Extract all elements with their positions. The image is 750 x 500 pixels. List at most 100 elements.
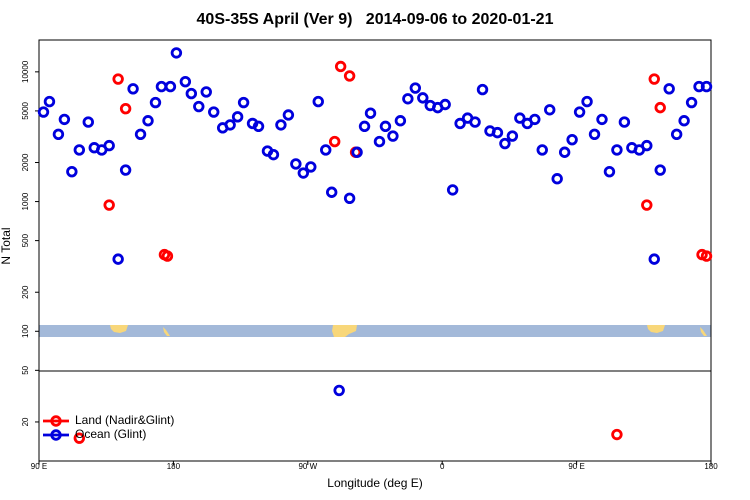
point (82, 116, 94, 128)
point (200, 86, 212, 98)
point (185, 87, 198, 100)
point (394, 115, 407, 127)
point (514, 112, 526, 124)
point (529, 113, 541, 126)
land-blob (110, 325, 128, 333)
point (551, 173, 563, 185)
point (603, 165, 616, 178)
point (179, 75, 192, 88)
land-blob (332, 325, 357, 337)
point (611, 428, 623, 441)
y-tick-label: 5000 (21, 101, 30, 119)
point (237, 96, 250, 109)
point (454, 117, 466, 130)
point (231, 111, 244, 123)
ocean-strip (39, 325, 711, 337)
point (112, 253, 124, 265)
point (343, 70, 356, 82)
point (208, 106, 220, 118)
point (119, 102, 132, 115)
point (596, 113, 608, 126)
point (297, 167, 310, 179)
point (648, 73, 660, 85)
point (66, 165, 78, 178)
point (379, 120, 392, 133)
point (618, 116, 631, 128)
point (103, 139, 115, 152)
point (333, 384, 345, 397)
map-strip (39, 325, 711, 337)
point (641, 139, 653, 152)
point (446, 184, 459, 196)
point (127, 83, 139, 95)
point (685, 96, 698, 109)
point (73, 144, 86, 156)
point (641, 199, 653, 211)
point (43, 95, 56, 108)
point (358, 120, 371, 133)
point (252, 120, 265, 133)
land-blob (163, 327, 170, 336)
x-axis-label: Longitude (deg E) (327, 476, 422, 490)
x-tick-label: 90 W (298, 462, 317, 471)
point (402, 93, 414, 105)
point (573, 106, 586, 118)
point (170, 47, 183, 59)
point (325, 186, 338, 198)
point (417, 92, 429, 104)
y-tick-label: 50 (21, 365, 30, 374)
x-tick-label: 180 (704, 462, 718, 471)
legend-label: Land (Nadir&Glint) (75, 413, 174, 427)
point (439, 98, 451, 111)
y-tick-label: 10000 (21, 60, 30, 83)
point (491, 126, 504, 139)
point (544, 104, 556, 116)
x-tick-label: 0 (440, 462, 445, 471)
point (611, 144, 623, 156)
y-tick-label: 1000 (21, 192, 30, 210)
plot-frame (38, 39, 712, 462)
point (37, 106, 50, 118)
land-blob (647, 325, 665, 333)
land-blob (700, 327, 707, 336)
legend-marker (50, 429, 62, 441)
point (558, 146, 571, 158)
point (409, 82, 422, 94)
point (364, 107, 377, 119)
legend-marker (50, 415, 62, 427)
y-tick-label: 20 (21, 417, 30, 426)
point (134, 128, 147, 141)
legend-label: Ocean (Glint) (75, 427, 146, 441)
point (351, 146, 363, 158)
point (73, 432, 86, 444)
point (566, 133, 578, 146)
y-tick-label: 500 (21, 233, 30, 247)
point (588, 128, 601, 141)
point (476, 83, 489, 96)
point (290, 158, 302, 170)
point (103, 199, 115, 211)
point (193, 100, 205, 113)
point (654, 164, 666, 176)
point (161, 250, 174, 262)
y-tick-label: 2000 (21, 153, 30, 171)
point (334, 60, 347, 73)
point (581, 95, 593, 108)
point (663, 83, 675, 95)
point (312, 95, 324, 108)
point (112, 73, 124, 85)
point (155, 80, 168, 93)
point (506, 130, 519, 142)
x-tick-label: 180 (167, 462, 181, 471)
point (142, 115, 154, 127)
point (700, 80, 713, 93)
point (52, 128, 65, 141)
point (320, 144, 332, 156)
point (387, 130, 399, 142)
point (328, 135, 341, 148)
point (373, 135, 386, 148)
point (670, 128, 683, 141)
point (678, 115, 690, 127)
point (305, 161, 317, 173)
